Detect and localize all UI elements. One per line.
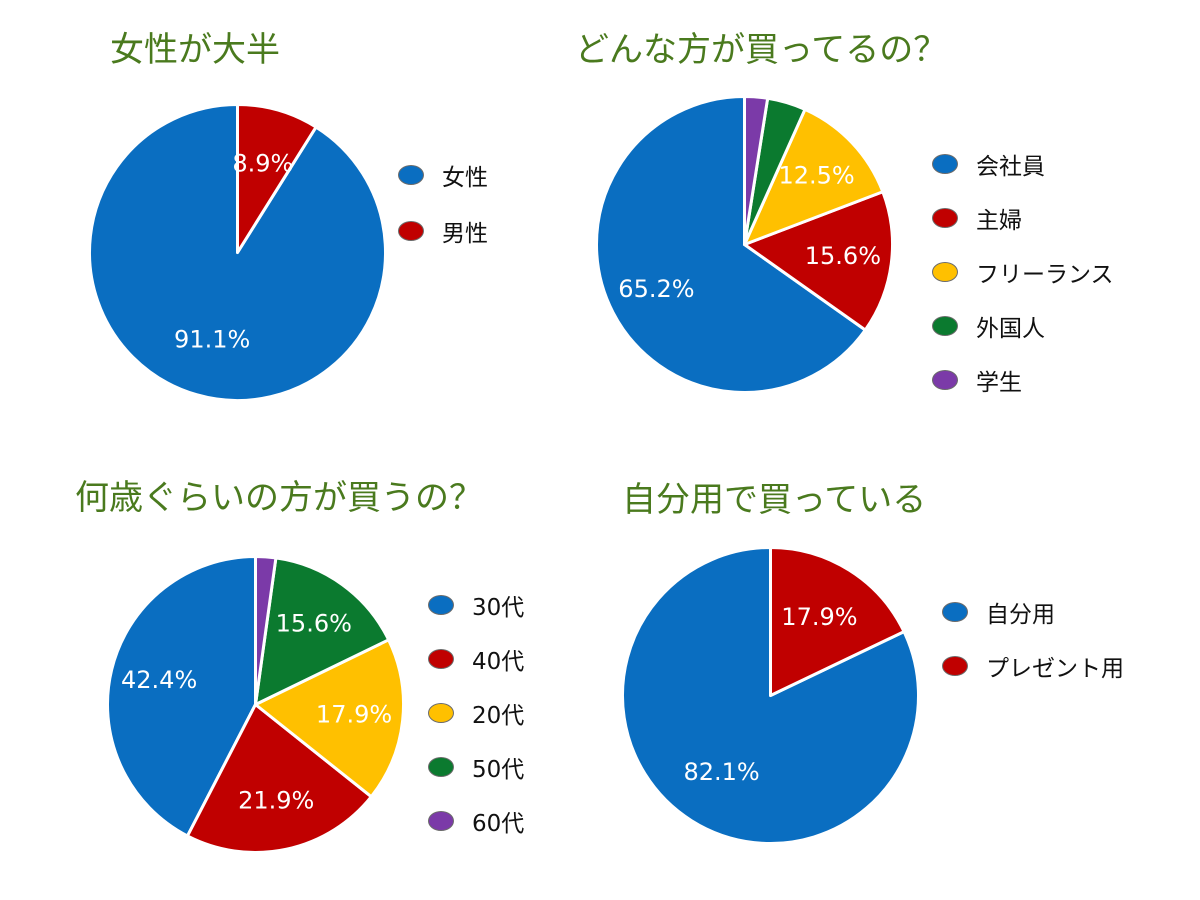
legend-label: 20代: [472, 703, 525, 729]
slice-value-label: 91.1%: [174, 326, 250, 354]
chart-1-title: 女性が大半: [110, 30, 280, 70]
legend-swatch: [942, 602, 968, 622]
pie-slice: [185, 703, 373, 854]
pie-slice: [254, 556, 391, 706]
pie-slice: [769, 546, 906, 697]
slice-value-label: 8.9%: [232, 149, 293, 177]
legend-item: 20代: [428, 686, 524, 740]
legend-item: 会社員: [932, 137, 1114, 191]
legend-item: 女性: [398, 147, 488, 203]
slice-value-label: 21.9%: [238, 786, 314, 814]
legend-item: 40代: [428, 632, 524, 686]
slice-value-label: 42.4%: [121, 666, 197, 694]
legend-item: 学生: [932, 353, 1114, 407]
chart-3-legend: 30代 40代 20代 50代 60代: [428, 578, 524, 848]
legend-label: フリーランス: [976, 262, 1114, 288]
legend-swatch: [428, 757, 454, 777]
legend-label: 会社員: [976, 154, 1045, 180]
chart-2-title: どんな方が買ってるの？: [575, 30, 948, 70]
pie-slice: [254, 638, 405, 799]
chart-3-title: 何歳ぐらいの方が買うの？: [75, 478, 483, 518]
legend-item: 50代: [428, 740, 524, 794]
legend-item: フリーランス: [932, 245, 1114, 299]
pie-slice: [743, 107, 885, 246]
legend-item: 男性: [398, 203, 488, 259]
slice-value-label: 15.6%: [805, 242, 881, 270]
legend-item: 主婦: [932, 191, 1114, 245]
legend-label: 男性: [442, 221, 488, 247]
legend-label: 30代: [472, 595, 525, 621]
legend-swatch: [932, 316, 958, 336]
legend-swatch: [932, 262, 958, 282]
pie-slice: [236, 103, 318, 254]
legend-label: 40代: [472, 649, 525, 675]
slice-value-label: 17.9%: [316, 700, 392, 728]
pie-chart-1: 91.1% 8.9%: [88, 103, 387, 402]
legend-item: 自分用: [942, 585, 1124, 639]
legend-label: 50代: [472, 757, 525, 783]
slice-value-label: 17.9%: [781, 603, 857, 631]
legend-item: 60代: [428, 794, 524, 848]
legend-label: 60代: [472, 811, 525, 837]
chart-2-legend: 会社員 主婦 フリーランス 外国人 学生: [932, 137, 1114, 407]
legend-label: 学生: [976, 370, 1022, 396]
legend-item: 外国人: [932, 299, 1114, 353]
slice-value-label: 15.6%: [276, 609, 352, 637]
pie-slice: [254, 555, 278, 706]
legend-swatch: [942, 656, 968, 676]
legend-swatch: [932, 208, 958, 228]
pie-chart-2: 65.2% 15.6% 12.5%: [595, 95, 894, 394]
pie-slice: [595, 95, 867, 394]
chart-1-legend: 女性 男性: [398, 147, 488, 259]
slice-value-label: 82.1%: [683, 758, 759, 786]
legend-swatch: [428, 811, 454, 831]
legend-item: 30代: [428, 578, 524, 632]
chart-4-title: 自分用で買っている: [622, 480, 927, 520]
legend-label: プレゼント用: [986, 656, 1124, 682]
legend-swatch: [428, 703, 454, 723]
legend-swatch: [398, 165, 424, 185]
legend-swatch: [428, 595, 454, 615]
pie-chart-3: 42.4% 21.9% 17.9% 15.6%: [106, 555, 405, 854]
slice-value-label: 12.5%: [778, 161, 854, 189]
legend-swatch: [932, 370, 958, 390]
legend-label: 主婦: [976, 208, 1022, 234]
legend-label: 女性: [442, 165, 488, 191]
chart-4-legend: 自分用 プレゼント用: [942, 585, 1124, 693]
legend-label: 自分用: [986, 602, 1055, 628]
legend-item: プレゼント用: [942, 639, 1124, 693]
legend-label: 外国人: [976, 316, 1045, 342]
slice-value-label: 65.2%: [618, 275, 694, 303]
legend-swatch: [428, 649, 454, 669]
pie-chart-4: 82.1% 17.9%: [621, 546, 920, 845]
legend-swatch: [932, 154, 958, 174]
pie-slice: [743, 190, 894, 332]
pie-slice: [743, 95, 770, 246]
legend-swatch: [398, 221, 424, 241]
pie-slice: [106, 555, 257, 838]
